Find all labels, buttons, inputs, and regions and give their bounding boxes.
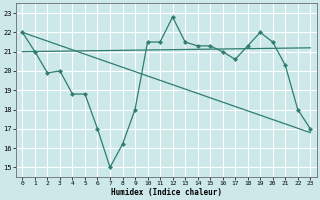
X-axis label: Humidex (Indice chaleur): Humidex (Indice chaleur) <box>111 188 222 197</box>
